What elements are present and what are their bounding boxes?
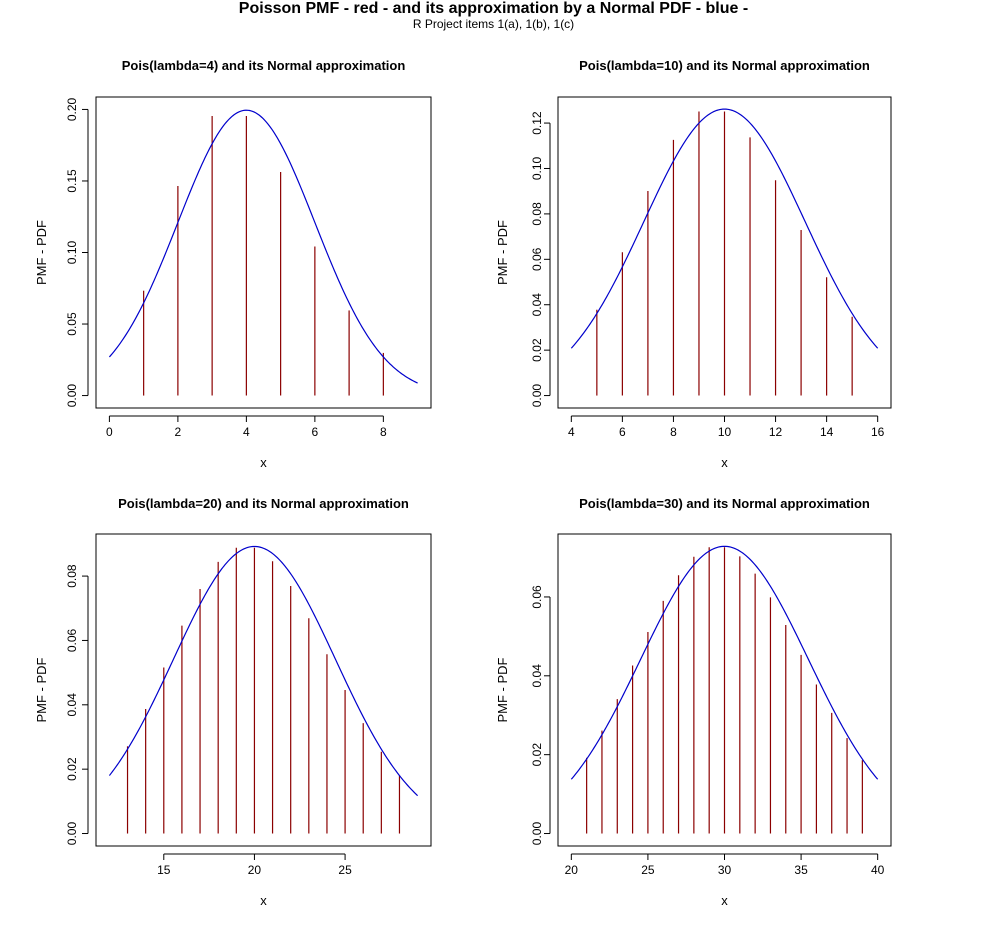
x-tick-label: 16 xyxy=(871,425,885,439)
pmf-series xyxy=(143,116,384,396)
x-tick-label: 15 xyxy=(157,863,171,877)
normal-pdf-curve xyxy=(108,109,418,384)
y-tick-label: 0.12 xyxy=(530,111,544,135)
x-axis: 0 2 4 6 8 xyxy=(106,415,387,439)
y-axis: 0.00 0.05 0.10 0.15 0.20 xyxy=(65,97,89,408)
y-tick-label: 0.02 xyxy=(65,757,79,781)
y-axis: 0.00 0.02 0.04 0.06 0.08 xyxy=(65,564,89,846)
x-axis-label: x xyxy=(260,455,267,470)
x-tick-label: 35 xyxy=(794,863,808,877)
y-tick-label: 0.10 xyxy=(530,156,544,180)
normal-pdf-curve xyxy=(570,545,879,780)
plot-frame xyxy=(95,96,432,409)
x-tick-label: 6 xyxy=(312,425,319,439)
chart-title: Pois(lambda=30) and its Normal approxima… xyxy=(579,496,870,511)
y-tick-label: 0.05 xyxy=(65,312,79,336)
y-tick-label: 0.02 xyxy=(530,743,544,767)
x-axis: 15 20 25 xyxy=(157,853,352,877)
x-tick-label: 8 xyxy=(670,425,677,439)
chart-title: Pois(lambda=4) and its Normal approximat… xyxy=(122,58,406,73)
pmf-series xyxy=(586,547,863,834)
x-tick-label: 6 xyxy=(619,425,626,439)
y-axis: 0.00 0.02 0.04 0.06 xyxy=(530,585,551,846)
pmf-series xyxy=(126,547,401,834)
y-tick-label: 0.06 xyxy=(530,585,544,609)
y-tick-label: 0.04 xyxy=(530,664,544,688)
y-tick-label: 0.00 xyxy=(530,384,544,408)
y-tick-label: 0.00 xyxy=(65,822,79,846)
y-tick-label: 0.00 xyxy=(65,384,79,408)
y-tick-label: 0.04 xyxy=(65,693,79,717)
normal-pdf-curve xyxy=(108,545,419,797)
chart-panel-1: Pois(lambda=4) and its Normal approximat… xyxy=(34,58,432,470)
y-tick-label: 0.00 xyxy=(530,822,544,846)
y-tick-label: 0.06 xyxy=(65,628,79,652)
y-tick-label: 0.15 xyxy=(65,169,79,193)
y-tick-label: 0.20 xyxy=(65,97,79,121)
x-axis-label: x xyxy=(260,893,267,908)
y-tick-label: 0.08 xyxy=(530,202,544,226)
y-axis: 0.00 0.02 0.04 0.06 0.08 0.10 0.12 xyxy=(530,111,551,408)
pmf-series xyxy=(596,111,853,396)
chart-panel-2: Pois(lambda=10) and its Normal approxima… xyxy=(495,58,892,470)
x-tick-label: 30 xyxy=(718,863,732,877)
x-tick-label: 12 xyxy=(769,425,783,439)
x-tick-label: 25 xyxy=(338,863,352,877)
page-title: Poisson PMF - red - and its approximatio… xyxy=(238,0,749,17)
y-axis-label: PMF - PDF xyxy=(495,657,510,722)
x-tick-label: 4 xyxy=(568,425,575,439)
x-tick-label: 4 xyxy=(243,425,250,439)
x-tick-label: 0 xyxy=(106,425,113,439)
y-axis-label: PMF - PDF xyxy=(495,220,510,285)
x-axis-label: x xyxy=(721,893,728,908)
x-axis-label: x xyxy=(721,455,728,470)
x-axis: 20 25 30 35 40 xyxy=(565,853,885,877)
chart-title: Pois(lambda=20) and its Normal approxima… xyxy=(118,496,409,511)
x-tick-label: 20 xyxy=(565,863,579,877)
chart-title: Pois(lambda=10) and its Normal approxima… xyxy=(579,58,870,73)
page-subtitle: R Project items 1(a), 1(b), 1(c) xyxy=(412,17,575,31)
x-tick-label: 10 xyxy=(718,425,732,439)
y-tick-label: 0.06 xyxy=(530,247,544,271)
x-tick-label: 20 xyxy=(248,863,262,877)
chart-panel-3: Pois(lambda=20) and its Normal approxima… xyxy=(34,496,432,908)
x-axis: 4 6 8 10 12 14 16 xyxy=(568,415,885,439)
x-tick-label: 14 xyxy=(820,425,834,439)
x-tick-label: 8 xyxy=(380,425,387,439)
plot-frame xyxy=(557,533,892,847)
y-axis-label: PMF - PDF xyxy=(34,220,49,285)
y-tick-label: 0.02 xyxy=(530,338,544,362)
y-tick-label: 0.10 xyxy=(65,240,79,264)
plot-frame xyxy=(557,96,892,409)
chart-panel-4: Pois(lambda=30) and its Normal approxima… xyxy=(495,496,892,908)
y-tick-label: 0.04 xyxy=(530,293,544,317)
y-tick-label: 0.08 xyxy=(65,564,79,588)
x-tick-label: 2 xyxy=(175,425,182,439)
x-tick-label: 40 xyxy=(871,863,885,877)
plot-frame xyxy=(95,533,432,847)
y-axis-label: PMF - PDF xyxy=(34,657,49,722)
normal-pdf-curve xyxy=(570,108,879,349)
x-tick-label: 25 xyxy=(641,863,655,877)
